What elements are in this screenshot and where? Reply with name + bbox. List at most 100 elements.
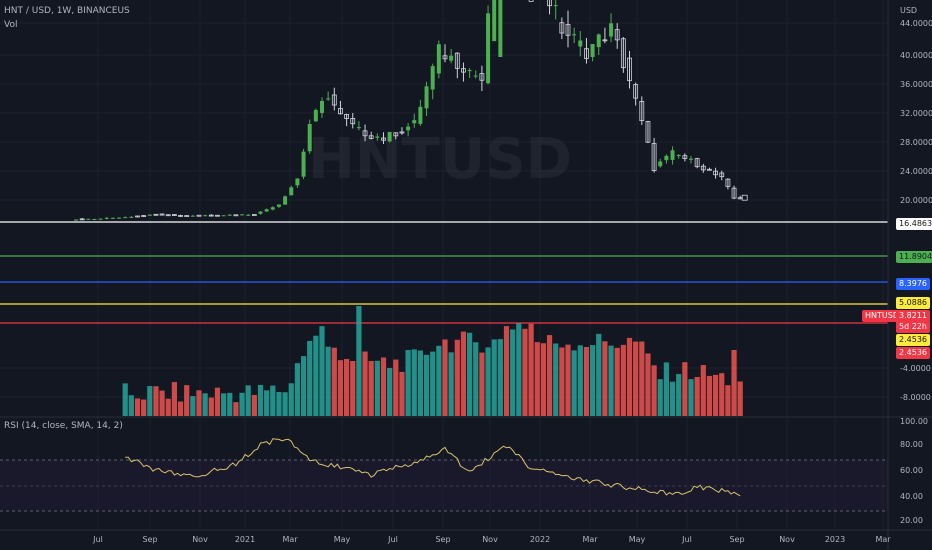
volume-bar: [128, 395, 134, 416]
price-tick-label: 24.0000: [900, 167, 932, 176]
volume-bar: [337, 360, 344, 416]
volume-bar: [731, 350, 737, 416]
volume-bar: [300, 356, 307, 416]
volume-bar: [239, 392, 245, 416]
candle-body: [572, 34, 577, 36]
volume-bar: [177, 401, 184, 416]
candle-body: [547, 0, 552, 7]
candle-body: [399, 131, 405, 134]
price-tick-label: -4.0000: [900, 364, 931, 373]
candle-body: [215, 214, 220, 217]
level-tag-red: 2.4536: [896, 347, 930, 359]
candle-body: [276, 204, 281, 207]
level-tag-blue: 8.3976: [896, 278, 930, 290]
candle-body: [418, 106, 423, 124]
time-axis[interactable]: Jul Sep Nov 2021 Mar May Jul Sep Nov 2022 Mar May Ju…: [92, 535, 891, 544]
rsi-legend[interactable]: RSI (14, close, SMA, 14, 2): [4, 421, 123, 431]
candle-body: [153, 213, 159, 216]
rsi-axis[interactable]: 100.00 80.00 60.00 40.00 20.00: [900, 417, 928, 525]
candle-body: [86, 218, 91, 220]
candle-body: [424, 86, 429, 109]
volume-bar: [233, 402, 239, 416]
volume-bar: [467, 332, 473, 416]
candle-body: [331, 94, 337, 106]
volume-bar: [719, 373, 725, 416]
volume-bar: [448, 352, 454, 416]
candle-body: [104, 217, 109, 219]
time-tick-label: Mar: [282, 535, 298, 544]
volume-bar: [264, 390, 270, 416]
candle-body: [633, 84, 639, 99]
volume-bar: [423, 354, 430, 416]
price-tick-label: 32.0000: [900, 109, 932, 118]
candle-body: [584, 48, 589, 59]
candle-body: [602, 39, 608, 42]
rsi-tick-label: 40.00: [900, 492, 923, 501]
candle-body: [203, 215, 208, 217]
volume-bar: [700, 364, 706, 416]
volume-bar: [479, 352, 485, 416]
candle-body: [159, 213, 165, 216]
volume-bar: [485, 347, 491, 416]
candle-body: [171, 214, 177, 216]
candle-body: [381, 137, 386, 141]
level-tag-yellow-2: 2.4536: [896, 334, 930, 346]
price-axis[interactable]: 44.0000 40.0000 36.0000 32.0000 28.0000 24.00…: [900, 19, 932, 402]
volume-bar: [165, 398, 171, 416]
candle-body: [578, 40, 583, 47]
time-tick-label: Nov: [192, 535, 208, 544]
volume-legend[interactable]: Vol: [4, 20, 18, 30]
volume-bar: [713, 374, 719, 416]
candle-body: [362, 130, 368, 137]
volume-bar: [227, 392, 233, 416]
volume-bar: [282, 392, 288, 416]
candle-body: [178, 215, 183, 217]
volume-bar: [270, 385, 276, 416]
volume-bar: [294, 363, 300, 416]
level-tag-white: 16.4863: [896, 218, 932, 230]
volume-bar: [651, 365, 657, 416]
rsi-tick-label: 20.00: [900, 516, 923, 525]
candle-body: [129, 216, 134, 218]
candle-body: [326, 98, 331, 100]
candle-body: [442, 55, 448, 60]
volume-bar: [196, 390, 202, 416]
volume-bar: [350, 360, 356, 416]
horizontal-levels[interactable]: [0, 221, 888, 324]
candle-body: [707, 168, 712, 171]
volume-bar: [221, 393, 227, 416]
candle-body: [430, 66, 435, 90]
candle-body: [289, 187, 294, 196]
candle-body: [117, 217, 122, 219]
candle-body: [344, 114, 350, 119]
current-symbol-tag: HNTUSD: [862, 310, 902, 322]
volume-bar: [436, 345, 442, 416]
volume-bar: [737, 381, 743, 416]
candle-body: [694, 158, 700, 168]
symbol-legend[interactable]: HNT / USD, 1W, BINANCEUS: [4, 6, 130, 16]
volume-bar: [251, 394, 257, 416]
candle-body: [700, 165, 706, 171]
volume-bar: [344, 358, 350, 416]
candle-body: [368, 135, 374, 139]
volume-bar: [374, 360, 380, 416]
candle-body: [165, 214, 171, 217]
volume-bar: [663, 362, 669, 416]
volume-bars: [122, 306, 743, 416]
candle-body: [492, 0, 497, 42]
volume-bar: [503, 326, 510, 416]
candle-body: [350, 118, 356, 125]
candle-body: [620, 38, 626, 69]
candle-body: [559, 22, 565, 34]
candles: [74, 0, 748, 221]
volume-bar: [430, 351, 436, 416]
currency-label: USD: [900, 6, 917, 15]
candle-body: [295, 178, 300, 186]
candle-body: [270, 207, 275, 210]
time-tick-label: Sep: [729, 535, 744, 544]
candle-body: [184, 215, 190, 218]
current-candle: [741, 194, 748, 201]
candle-body: [713, 170, 718, 176]
volume-bar: [633, 341, 639, 416]
